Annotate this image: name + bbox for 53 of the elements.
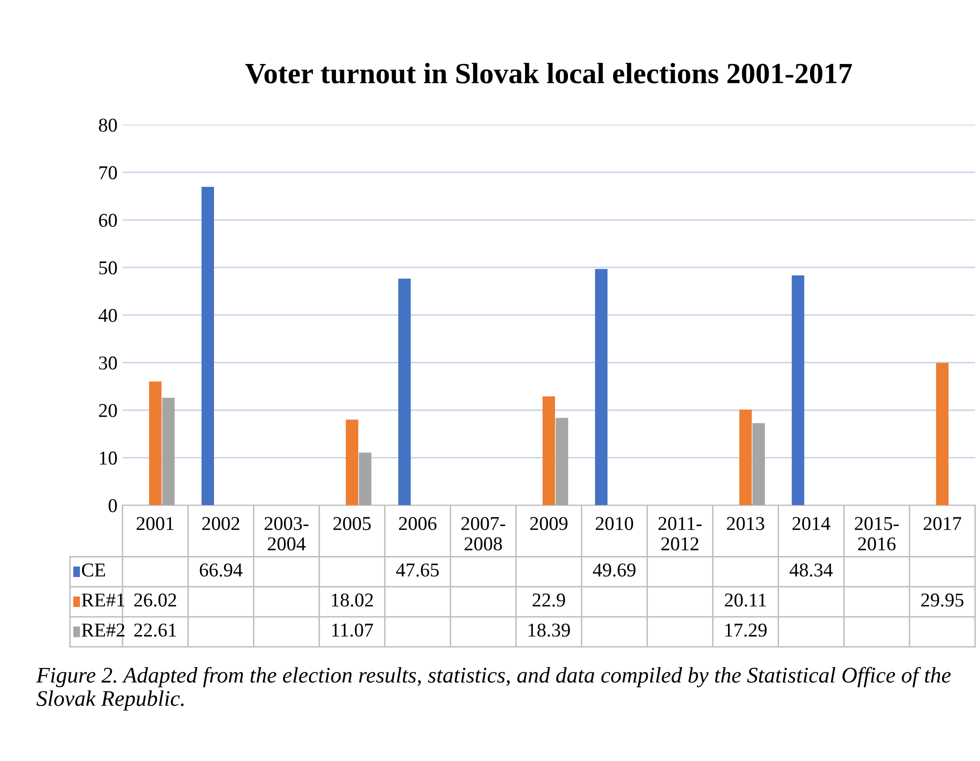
bar [739, 410, 752, 506]
y-tick-label: 50 [99, 261, 117, 274]
chart-title: Voter turnout in Slovak local elections 2001-2017 [245, 62, 852, 84]
bar [149, 382, 162, 506]
bar [556, 418, 568, 506]
bar [542, 396, 556, 506]
data-label: 66.94 [200, 564, 242, 577]
y-tick-label: 0 [108, 499, 117, 512]
legend-label: CE [82, 564, 106, 577]
x-tick-label: 2001 [136, 516, 174, 530]
bar [595, 268, 608, 506]
data-label: 18.39 [528, 624, 570, 637]
x-tick-label: 2006 [399, 516, 436, 530]
x-tick-label: 2011- 2012 [658, 516, 702, 550]
x-tick-label: 2013 [726, 516, 764, 530]
bar [792, 275, 804, 506]
y-tick-label: 60 [99, 214, 117, 227]
data-label: 48.34 [790, 563, 833, 577]
caption: Figure 2. Adapted from the election results, statistics, and data compiled by the Statistical Office of the Slovak Republic. [36, 666, 951, 711]
y-tick-label: 30 [99, 356, 117, 370]
bar [202, 186, 214, 506]
x-tick-label: 2003- 2004 [264, 516, 308, 550]
x-tick-label: 2002 [202, 516, 240, 530]
y-tick-label: 70 [99, 166, 117, 180]
data-label: 47.65 [396, 564, 439, 577]
y-tick-label: 20 [99, 404, 117, 418]
bar [358, 452, 372, 506]
x-tick-label: 2009 [530, 516, 568, 530]
x-tick-label: 2017 [924, 516, 962, 530]
bar [398, 278, 411, 506]
x-tick-label: 2010 [596, 516, 634, 530]
data-label: 11.07 [332, 624, 373, 637]
data-label: 49.69 [592, 564, 636, 577]
y-tick-label: 80 [98, 118, 117, 132]
x-tick-label: 2005 [333, 516, 371, 530]
bar [162, 398, 175, 506]
data-label: 26.02 [134, 594, 176, 607]
bar [346, 420, 358, 506]
y-tick-label: 40 [98, 308, 117, 322]
bar [752, 423, 765, 506]
data-label: 17.29 [725, 624, 767, 637]
data-label: 20.11 [724, 594, 766, 607]
data-label: 22.61 [134, 624, 176, 637]
x-tick-label: 2015- 2016 [854, 516, 899, 550]
data-label: 22.9 [532, 594, 566, 607]
bar [936, 362, 949, 506]
y-tick-label: 10 [100, 452, 117, 465]
legend-label: RE#2 [82, 624, 124, 636]
x-tick-label: 2014 [792, 516, 830, 530]
data-label: 29.95 [921, 594, 964, 607]
data-label: 18.02 [332, 594, 373, 607]
legend-label: RE#1 [82, 594, 124, 606]
x-tick-label: 2007- 2008 [461, 516, 506, 550]
